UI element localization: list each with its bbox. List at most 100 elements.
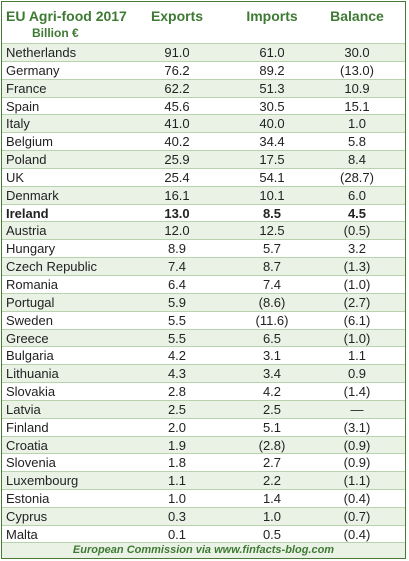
table-row: Slovakia 2.8 4.2 (1.4) [2,382,405,400]
imports-cell: 89.2 [259,62,285,78]
country-cell: Denmark [6,187,59,203]
imports-cell: (11.6) [255,312,289,328]
exports-cell: 62.2 [164,80,190,96]
balance-cell: (0.5) [343,223,371,239]
country-cell: Bulgaria [6,348,54,364]
balance-cell: (1.0) [343,276,371,292]
balance-cell: (1.3) [343,259,371,275]
exports-cell: 12.0 [164,223,190,239]
imports-cell: 17.5 [259,152,285,168]
imports-cell: 30.5 [259,98,285,114]
balance-cell: 1.0 [347,116,367,132]
table-row: Ireland 13.0 8.5 4.5 [2,203,405,222]
country-cell: Czech Republic [6,259,98,275]
exports-cell: 2.5 [167,401,187,417]
balance-cell: (0.9) [343,455,371,471]
imports-cell: 61.0 [259,45,285,60]
table-row: Estonia 1.0 1.4 (0.4) [2,489,405,507]
table-row: Malta 0.1 0.5 (0.4) [2,524,405,543]
balance-cell: (2.7) [343,294,371,310]
balance-cell: (6.1) [343,312,371,328]
exports-cell: 1.0 [167,491,187,507]
country-cell: Ireland [6,205,49,221]
table-row: Poland 25.9 17.5 8.4 [2,150,405,168]
country-cell: Slovenia [6,455,56,471]
exports-cell: 1.1 [167,473,187,489]
balance-cell: (0.4) [343,526,371,542]
imports-cell: 3.4 [262,366,282,382]
country-cell: UK [6,169,25,185]
exports-cell: 7.4 [167,259,187,275]
exports-cell: 16.1 [164,187,190,203]
table-subtitle: Billion € [32,26,79,40]
imports-cell: 51.3 [259,80,285,96]
balance-cell: (1.4) [343,384,371,400]
imports-cell: 2.5 [262,401,282,417]
table-row: Finland 2.0 5.1 (3.1) [2,417,405,436]
table-row: Italy 41.0 40.0 1.0 [2,114,405,133]
exports-cell: 0.1 [167,526,187,542]
balance-cell: — [350,401,364,417]
exports-cell: 1.9 [167,437,187,453]
exports-cell: 6.4 [167,276,187,292]
country-cell: Croatia [6,437,48,453]
country-cell: Spain [6,98,40,114]
table-row: UK 25.4 54.1 (28.7) [2,167,405,186]
imports-cell: 5.1 [262,419,282,435]
imports-cell: 1.4 [262,491,282,507]
table-row: Hungary 8.9 5.7 3.2 [2,239,405,257]
imports-cell: (2.8) [258,437,286,453]
table-row: Czech Republic 7.4 8.7 (1.3) [2,257,405,275]
country-cell: Finland [6,419,49,435]
exports-cell: 25.9 [164,152,190,168]
table-title: EU Agri-food 2017 [6,8,127,24]
table-row: Sweden 5.5 (11.6) (6.1) [2,310,405,329]
balance-cell: (0.4) [343,491,371,507]
table-row: Austria 12.0 12.5 (0.5) [2,221,405,240]
table-row: Romania 6.4 7.4 (1.0) [2,274,405,293]
column-header-balance: Balance [330,8,384,24]
country-cell: Sweden [6,312,53,328]
table-row: Netherlands 91.0 61.0 30.0 [2,43,405,61]
balance-cell: 6.0 [347,187,367,203]
country-cell: Cyprus [6,508,48,524]
exports-cell: 5.9 [167,294,187,310]
country-cell: Estonia [6,491,50,507]
country-cell: Poland [6,152,47,168]
exports-cell: 40.2 [164,134,190,150]
balance-cell: 8.4 [347,152,367,168]
balance-cell: (3.1) [343,419,371,435]
imports-cell: 0.5 [262,526,282,542]
imports-cell: 8.7 [262,259,282,275]
exports-cell: 4.3 [167,366,187,382]
imports-cell: 2.7 [262,455,282,471]
table-row: Germany 76.2 89.2 (13.0) [2,60,405,79]
country-cell: Latvia [6,401,41,417]
exports-cell: 8.9 [167,241,187,257]
balance-cell: 10.9 [344,80,370,96]
column-header-exports: Exports [150,8,204,24]
balance-cell: 3.2 [347,241,367,257]
balance-cell: 30.0 [344,45,370,60]
balance-cell: (1.0) [343,330,371,346]
country-cell: Lithuania [6,366,59,382]
table-row: Lithuania 4.3 3.4 0.9 [2,364,405,383]
table-row: Portugal 5.9 (8.6) (2.7) [2,292,405,311]
table-row: Slovenia 1.8 2.7 (0.9) [2,453,405,471]
source-footer: European Commission via www.finfacts-blo… [2,542,405,558]
table-row: Denmark 16.1 10.1 6.0 [2,185,405,204]
exports-cell: 2.0 [167,419,187,435]
table-row: Cyprus 0.3 1.0 (0.7) [2,506,405,525]
imports-cell: 3.1 [262,348,282,364]
imports-cell: 54.1 [259,169,285,185]
table-body: Netherlands 91.0 61.0 30.0 Germany 76.2 89.2 (1… [2,43,405,543]
imports-cell: 1.0 [262,508,282,524]
balance-cell: 0.9 [347,366,367,382]
table-row: France 62.2 51.3 10.9 [2,78,405,97]
imports-cell: 6.5 [262,330,282,346]
table-header: EU Agri-food 2017 Billion € Exports Impo… [2,2,405,43]
balance-cell: (0.7) [343,508,371,524]
country-cell: Hungary [6,241,56,257]
imports-cell: 4.2 [262,384,282,400]
exports-cell: 13.0 [164,205,190,221]
